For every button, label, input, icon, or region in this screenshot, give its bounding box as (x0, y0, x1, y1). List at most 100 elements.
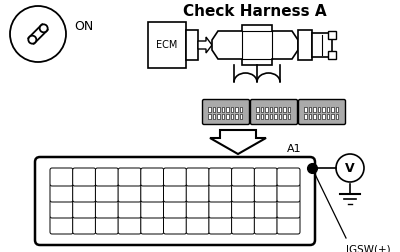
FancyBboxPatch shape (35, 157, 315, 245)
Bar (278, 114, 281, 119)
Bar (256, 114, 258, 119)
Bar (208, 114, 210, 119)
Circle shape (336, 154, 364, 182)
Bar (270, 107, 272, 112)
FancyBboxPatch shape (96, 184, 118, 202)
Text: ON: ON (74, 19, 93, 33)
FancyBboxPatch shape (96, 168, 118, 186)
Bar (226, 114, 228, 119)
Bar (288, 107, 290, 112)
Bar (274, 114, 276, 119)
Bar (313, 114, 316, 119)
Bar (256, 107, 258, 112)
Bar (222, 107, 224, 112)
FancyBboxPatch shape (141, 168, 164, 186)
FancyBboxPatch shape (73, 216, 96, 234)
Bar (240, 107, 242, 112)
Bar (230, 107, 233, 112)
FancyBboxPatch shape (277, 184, 300, 202)
Bar (304, 114, 306, 119)
FancyBboxPatch shape (232, 168, 254, 186)
FancyBboxPatch shape (254, 216, 277, 234)
FancyBboxPatch shape (50, 216, 73, 234)
FancyBboxPatch shape (141, 216, 164, 234)
FancyBboxPatch shape (254, 200, 277, 218)
Bar (331, 107, 334, 112)
Bar (326, 107, 329, 112)
Polygon shape (212, 25, 298, 65)
Text: IGSW(+): IGSW(+) (346, 244, 391, 252)
FancyBboxPatch shape (232, 216, 254, 234)
FancyBboxPatch shape (209, 216, 232, 234)
Bar (328, 51, 336, 59)
Bar (318, 107, 320, 112)
Bar (217, 114, 220, 119)
Bar (328, 31, 336, 39)
FancyBboxPatch shape (96, 216, 118, 234)
FancyBboxPatch shape (141, 184, 164, 202)
Bar (331, 114, 334, 119)
Bar (336, 107, 338, 112)
FancyBboxPatch shape (186, 200, 209, 218)
Circle shape (28, 36, 36, 44)
Text: Check Harness A: Check Harness A (183, 4, 327, 19)
FancyBboxPatch shape (50, 168, 73, 186)
FancyBboxPatch shape (202, 100, 250, 124)
Bar (283, 107, 286, 112)
FancyBboxPatch shape (118, 216, 141, 234)
Bar (288, 114, 290, 119)
FancyBboxPatch shape (73, 184, 96, 202)
FancyBboxPatch shape (73, 168, 96, 186)
Bar (235, 114, 238, 119)
Bar (308, 107, 311, 112)
FancyBboxPatch shape (164, 184, 186, 202)
Text: V: V (345, 162, 355, 174)
FancyBboxPatch shape (73, 200, 96, 218)
FancyBboxPatch shape (186, 168, 209, 186)
Bar (230, 114, 233, 119)
Text: ECM: ECM (156, 40, 178, 50)
FancyBboxPatch shape (50, 184, 73, 202)
Polygon shape (198, 37, 212, 53)
FancyBboxPatch shape (277, 168, 300, 186)
Bar (278, 107, 281, 112)
Bar (212, 114, 215, 119)
FancyBboxPatch shape (186, 216, 209, 234)
Bar (298, 30, 312, 60)
Bar (260, 114, 263, 119)
Bar (318, 114, 320, 119)
Bar (222, 114, 224, 119)
FancyBboxPatch shape (209, 184, 232, 202)
Bar (304, 107, 306, 112)
FancyBboxPatch shape (164, 200, 186, 218)
FancyBboxPatch shape (118, 184, 141, 202)
FancyBboxPatch shape (209, 200, 232, 218)
FancyBboxPatch shape (232, 184, 254, 202)
FancyBboxPatch shape (118, 200, 141, 218)
FancyBboxPatch shape (254, 184, 277, 202)
FancyBboxPatch shape (50, 200, 73, 218)
Bar (322, 114, 324, 119)
Polygon shape (28, 24, 48, 44)
Text: A1: A1 (287, 144, 302, 154)
FancyBboxPatch shape (254, 168, 277, 186)
Bar (235, 107, 238, 112)
FancyBboxPatch shape (96, 200, 118, 218)
Bar (270, 114, 272, 119)
Bar (274, 107, 276, 112)
Bar (313, 107, 316, 112)
Bar (208, 107, 210, 112)
Bar (283, 114, 286, 119)
FancyBboxPatch shape (298, 100, 346, 124)
Bar (186, 30, 198, 60)
Bar (308, 114, 311, 119)
FancyBboxPatch shape (277, 200, 300, 218)
Circle shape (40, 24, 48, 32)
Polygon shape (210, 130, 266, 154)
Bar (326, 114, 329, 119)
Bar (336, 114, 338, 119)
FancyBboxPatch shape (277, 216, 300, 234)
Bar (212, 107, 215, 112)
FancyBboxPatch shape (232, 200, 254, 218)
FancyBboxPatch shape (186, 184, 209, 202)
